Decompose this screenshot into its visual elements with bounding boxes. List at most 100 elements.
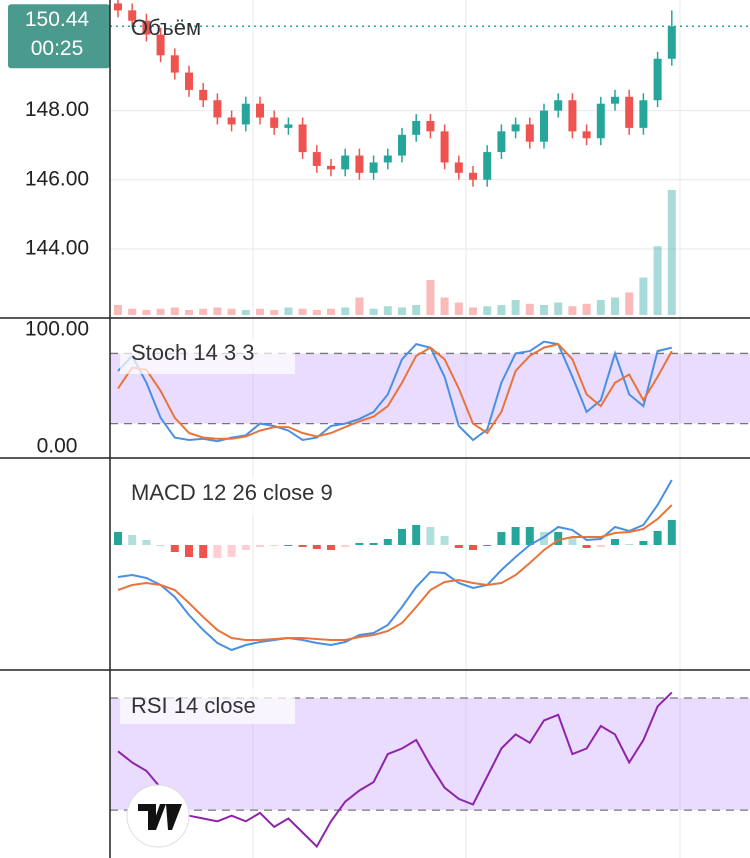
volume-bar <box>667 190 676 315</box>
volume-bar <box>142 310 151 315</box>
candle-body <box>185 72 193 90</box>
histogram-bar <box>114 532 122 545</box>
candle-body <box>128 10 137 21</box>
histogram-bar <box>554 532 563 545</box>
histogram-bar <box>142 540 151 545</box>
countdown-label: 00:25 <box>31 37 84 60</box>
candle-body <box>653 58 662 101</box>
histogram-bar <box>156 545 165 546</box>
candle-body <box>625 96 634 128</box>
candle-body <box>639 100 648 128</box>
volume-bar <box>213 307 222 315</box>
histogram-bar <box>582 545 591 548</box>
volume-bar <box>185 310 193 315</box>
histogram-bar <box>667 520 676 545</box>
histogram-bar <box>213 545 222 558</box>
indicator-title: MACD 12 26 close 9 <box>131 480 333 505</box>
y-tick-label: 146.00 <box>25 167 89 190</box>
candle-body <box>256 103 264 118</box>
volume-label: Объём <box>131 15 201 40</box>
volume-bar <box>383 306 392 315</box>
candle-body <box>170 55 179 73</box>
volume-bar <box>625 292 634 315</box>
volume-bar <box>568 306 577 315</box>
volume-bar <box>284 307 293 315</box>
histogram-bar <box>241 545 250 550</box>
candle-body <box>213 100 222 118</box>
volume-bar <box>596 300 605 315</box>
volume-bar <box>412 305 421 315</box>
volume-bar <box>170 307 179 315</box>
histogram-bar <box>298 545 307 547</box>
y-tick-label: 144.00 <box>25 236 89 259</box>
histogram-bar <box>341 545 350 547</box>
candle-body <box>497 131 506 153</box>
candle-body <box>199 89 208 101</box>
volume-bar <box>128 308 137 315</box>
volume-bar <box>469 307 477 315</box>
volume-bar <box>639 277 648 315</box>
candle-body <box>426 120 435 132</box>
histogram-bar <box>412 525 421 545</box>
candle-body <box>298 124 307 153</box>
indicator-title: Stoch 14 3 3 <box>131 340 255 365</box>
volume-bar <box>241 310 250 315</box>
volume-bar <box>312 310 321 315</box>
volume-bar <box>611 297 619 315</box>
candle-body <box>241 103 250 125</box>
histogram-bar <box>625 544 634 545</box>
histogram-bar <box>128 535 137 545</box>
indicator-line <box>117 479 673 652</box>
histogram-bar <box>596 545 605 547</box>
candle-body <box>270 117 279 128</box>
y-tick-label: 100.00 <box>25 318 89 341</box>
histogram-bar <box>312 545 321 549</box>
histogram-bar <box>185 545 193 557</box>
candle-body <box>440 131 449 163</box>
candle-body <box>398 134 406 156</box>
histogram-bar <box>454 545 463 548</box>
volume-bar <box>341 307 350 315</box>
title-bg <box>120 338 295 374</box>
volume-bar <box>398 307 406 315</box>
histogram-bar <box>170 545 179 552</box>
histogram-bar <box>440 536 449 545</box>
histogram-bar <box>284 545 293 546</box>
histogram-bar <box>355 543 364 545</box>
volume-bar <box>440 297 449 315</box>
indicator-line <box>117 342 673 440</box>
volume-bar <box>355 297 364 315</box>
candle-body <box>483 152 492 180</box>
volume-bar <box>369 308 378 315</box>
volume-bar <box>227 308 236 315</box>
histogram-bar <box>398 529 406 545</box>
candle-body <box>383 155 392 163</box>
candle-body <box>341 155 350 170</box>
volume-bar <box>582 303 591 315</box>
candle-body <box>540 110 548 142</box>
volume-bar <box>540 305 548 315</box>
candle-body <box>355 155 364 173</box>
candle-body <box>142 20 151 35</box>
histogram-bar <box>270 545 279 546</box>
candle-body <box>327 165 335 170</box>
histogram-bar <box>369 543 378 545</box>
volume-bar <box>454 302 463 315</box>
candle-body <box>596 103 605 139</box>
candle-body <box>611 96 619 104</box>
histogram-bar <box>497 532 506 545</box>
candle-body <box>284 124 293 128</box>
histogram-bar <box>227 545 236 557</box>
histogram-bar <box>383 539 392 545</box>
volume-bar <box>653 246 662 315</box>
volume-bar <box>327 308 335 315</box>
volume-bar <box>511 300 520 315</box>
volume-bar <box>156 308 165 315</box>
volume-bar <box>426 280 435 315</box>
volume-bar <box>298 308 307 315</box>
candle-body <box>369 162 378 173</box>
indicator-line <box>117 691 673 849</box>
histogram-bar <box>525 527 534 545</box>
indicator-title: RSI 14 close <box>131 693 256 718</box>
histogram-bar <box>469 545 477 550</box>
